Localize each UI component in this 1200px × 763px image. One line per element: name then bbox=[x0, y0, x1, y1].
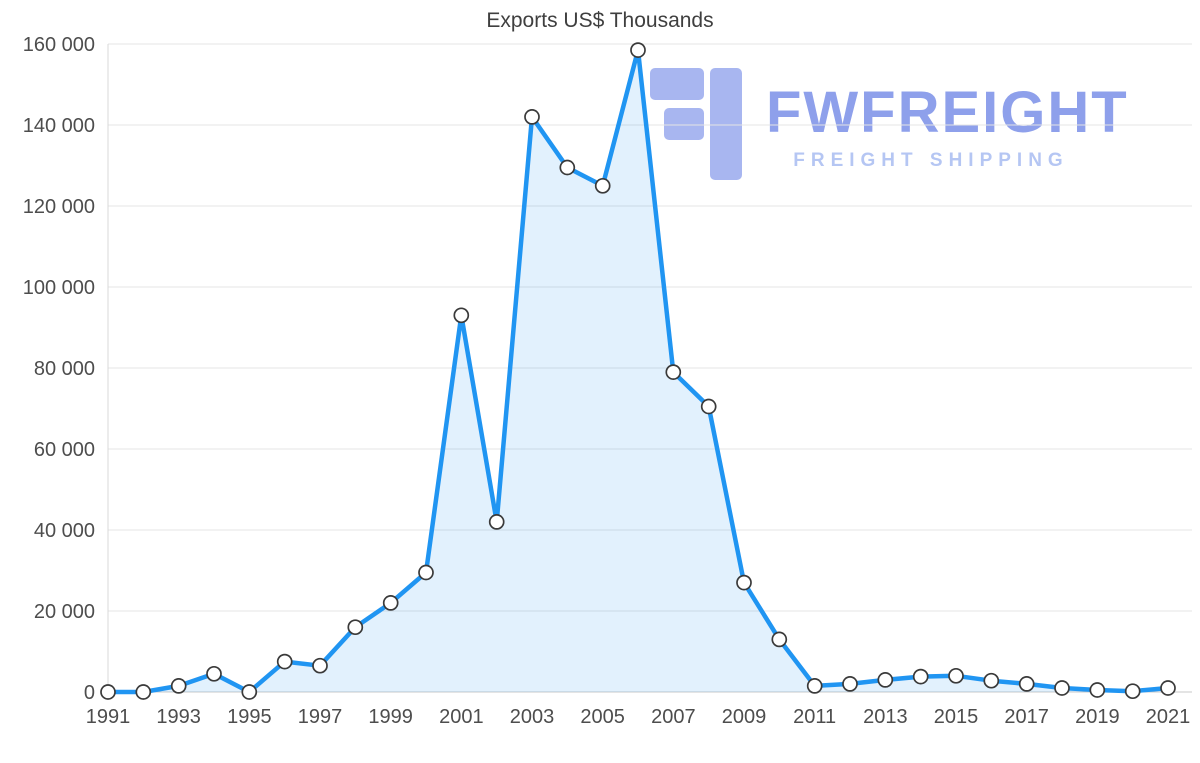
data-point-2016[interactable] bbox=[983, 672, 1000, 689]
x-tick-label: 2009 bbox=[722, 706, 767, 728]
x-tick-label: 1991 bbox=[86, 706, 131, 728]
watermark-tagline: FREIGHT SHIPPING bbox=[793, 150, 1069, 171]
data-point-2001[interactable] bbox=[453, 307, 470, 324]
data-point-1999[interactable] bbox=[382, 595, 399, 611]
x-tick-label: 2007 bbox=[651, 706, 696, 728]
y-tick-label: 80 000 bbox=[34, 358, 95, 380]
x-tick-label: 2015 bbox=[934, 706, 979, 728]
data-point-2003[interactable] bbox=[524, 109, 540, 125]
x-tick-label: 2005 bbox=[580, 706, 625, 728]
data-point-2013[interactable] bbox=[877, 672, 894, 688]
y-tick-label: 40 000 bbox=[34, 520, 95, 542]
fwfreight-logo-icon bbox=[650, 68, 742, 180]
data-point-2011[interactable] bbox=[806, 678, 823, 694]
watermark-brand: FWFREIGHT bbox=[766, 80, 1129, 145]
data-point-1992[interactable] bbox=[135, 684, 152, 700]
data-point-2017[interactable] bbox=[1018, 676, 1035, 692]
x-tick-label: 2019 bbox=[1075, 706, 1120, 728]
x-tick-label: 1995 bbox=[227, 706, 272, 728]
data-point-2008[interactable] bbox=[700, 398, 717, 415]
y-tick-label: 20 000 bbox=[34, 601, 95, 623]
y-tick-label: 60 000 bbox=[34, 439, 95, 461]
y-tick-label: 100 000 bbox=[23, 277, 95, 299]
data-point-2010[interactable] bbox=[771, 631, 788, 648]
x-tick-label: 1999 bbox=[368, 706, 413, 728]
data-point-1991[interactable] bbox=[100, 684, 116, 700]
data-point-2020[interactable] bbox=[1124, 683, 1141, 700]
data-point-2021[interactable] bbox=[1160, 680, 1176, 696]
data-point-1994[interactable] bbox=[206, 665, 222, 682]
data-point-2019[interactable] bbox=[1089, 682, 1106, 698]
y-tick-label: 120 000 bbox=[23, 196, 95, 218]
data-point-2014[interactable] bbox=[912, 668, 929, 685]
data-point-1993[interactable] bbox=[170, 678, 187, 694]
y-tick-label: 160 000 bbox=[23, 34, 95, 56]
x-tick-label: 2003 bbox=[510, 706, 555, 728]
x-tick-label: 2013 bbox=[863, 706, 908, 728]
data-point-2015[interactable] bbox=[948, 667, 964, 684]
x-tick-label: 2001 bbox=[439, 706, 484, 728]
x-tick-label: 2017 bbox=[1004, 706, 1049, 728]
data-point-1995[interactable] bbox=[241, 684, 258, 700]
x-tick-label: 2011 bbox=[793, 706, 836, 728]
watermark-text: FWFREIGHT FREIGHT SHIPPING bbox=[766, 66, 1129, 172]
data-point-2002[interactable] bbox=[488, 514, 505, 530]
data-point-2004[interactable] bbox=[559, 159, 576, 176]
data-point-1998[interactable] bbox=[347, 619, 364, 636]
x-tick-label: 1997 bbox=[298, 706, 343, 728]
data-point-2009[interactable] bbox=[736, 574, 752, 591]
y-tick-label: 0 bbox=[84, 682, 95, 704]
data-point-2000[interactable] bbox=[418, 564, 434, 581]
chart-title: Exports US$ Thousands bbox=[486, 9, 714, 32]
y-tick-label: 140 000 bbox=[23, 115, 95, 137]
data-point-2007[interactable] bbox=[665, 364, 682, 380]
watermark: FWFREIGHT FREIGHT SHIPPING bbox=[648, 66, 1129, 184]
x-tick-label: 1993 bbox=[156, 706, 201, 728]
area-fill bbox=[108, 50, 1168, 693]
data-point-2012[interactable] bbox=[842, 676, 858, 692]
data-point-2005[interactable] bbox=[594, 177, 611, 194]
data-point-1996[interactable] bbox=[276, 653, 293, 670]
data-point-2006[interactable] bbox=[630, 42, 646, 58]
x-tick-label: 2021 bbox=[1146, 706, 1191, 728]
data-point-2018[interactable] bbox=[1054, 680, 1070, 696]
data-point-1997[interactable] bbox=[312, 657, 328, 674]
